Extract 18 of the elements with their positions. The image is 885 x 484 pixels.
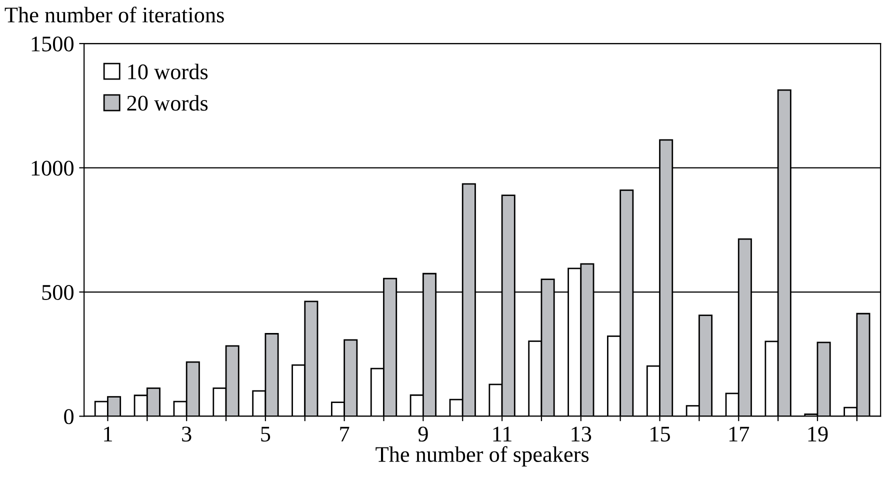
x-tick-label: 5 xyxy=(261,426,270,442)
x-tick-label: 13 xyxy=(572,426,592,442)
x-tick-label: 19 xyxy=(808,426,828,442)
x-axis-title: The number of speakers xyxy=(376,446,589,466)
x-tick-label: 15 xyxy=(650,426,670,442)
x-tick-label: 17 xyxy=(729,426,750,442)
x-tick-label: 3 xyxy=(182,426,192,442)
y-tick-label: 0 xyxy=(64,409,74,424)
y-tick-label: 1500 xyxy=(32,36,74,52)
x-tick-label: 7 xyxy=(340,426,350,442)
x-tick-label: 1 xyxy=(104,426,112,442)
x-tick-label: 9 xyxy=(418,426,428,442)
y-axis-title: The number of iterations xyxy=(4,6,224,22)
y-tick-label: 1000 xyxy=(32,160,74,176)
legend-label: 10 words xyxy=(128,64,208,80)
legend-label: 20 words xyxy=(127,95,208,111)
y-tick-label: 500 xyxy=(42,284,74,300)
x-tick-label: 11 xyxy=(493,426,512,442)
